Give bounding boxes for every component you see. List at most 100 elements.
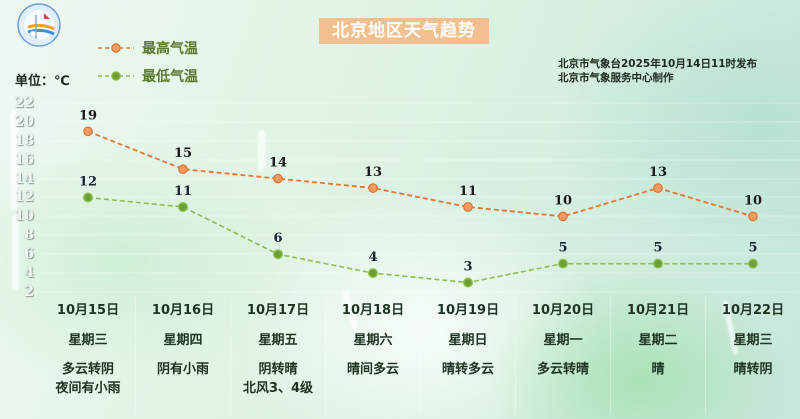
background-light-streak: [258, 130, 265, 170]
high-temp-point: [748, 211, 758, 222]
high-temp-label: 15: [174, 146, 192, 161]
weather-line: 多云转阴: [61, 362, 114, 377]
high-temp-point: [178, 164, 188, 174]
y-tick: 14: [14, 171, 34, 187]
y-tick: 20: [14, 114, 34, 130]
low-temp-label: 12: [79, 175, 97, 190]
high-temp-point: [83, 126, 93, 137]
high-temp-point: [558, 211, 568, 222]
day-weather: 晴转多云: [421, 360, 516, 379]
low-temp-point: [653, 258, 664, 269]
low-temp-point: [82, 192, 93, 203]
legend-item-high: 最高气温: [98, 38, 198, 58]
weather-line: 阴有小雨: [156, 362, 209, 377]
producer-text: 北京市气象服务中心制作: [558, 72, 674, 84]
weather-line: 多云转晴: [536, 362, 589, 377]
high-temp-point: [463, 202, 473, 212]
low-temp-point: [368, 268, 379, 279]
high-temp-line: [87, 130, 754, 218]
day-weather: 多云转阴 夜间有小雨: [41, 360, 136, 398]
page-title: 北京地区天气趋势: [319, 18, 489, 44]
legend-item-low: 最低气温: [98, 66, 198, 86]
low-temp-label: 3: [463, 260, 472, 275]
y-tick: 6: [24, 246, 34, 262]
weather-line: 晴: [651, 362, 665, 377]
high-temp-label: 19: [79, 108, 97, 123]
day-date: 10月15日: [56, 303, 120, 318]
day-date: 10月20日: [531, 303, 595, 318]
background-light-streak: [10, 110, 18, 210]
low-temp-point: [273, 249, 284, 260]
background-light-streak: [12, 215, 19, 290]
day-date: 10月21日: [626, 303, 690, 318]
high-temp-point: [368, 183, 378, 193]
column-divider: [515, 296, 516, 414]
column-divider: [325, 296, 326, 414]
legend-low-marker-icon: [98, 71, 134, 81]
low-temp-label: 4: [368, 250, 377, 265]
column-divider: [135, 296, 136, 414]
day-date: 10月18日: [341, 303, 405, 318]
legend-low-label: 最低气温: [142, 69, 198, 85]
low-temp-point: [748, 258, 759, 269]
day-weekday: 星期四: [163, 333, 203, 348]
y-tick: 4: [24, 265, 34, 281]
day-date: 10月19日: [436, 303, 500, 318]
forecast-day-column: 10月20日 星期一多云转晴: [516, 300, 611, 379]
forecast-day-column: 10月22日 星期三晴转阴: [706, 300, 800, 379]
low-temp-label: 5: [558, 241, 567, 256]
high-temp-point: [653, 183, 663, 193]
day-date: 10月17日: [246, 303, 310, 318]
weather-line: 夜间有小雨: [55, 381, 121, 396]
y-tick: 8: [24, 227, 34, 243]
high-temp-label: 13: [364, 165, 382, 180]
y-tick: 18: [14, 133, 34, 149]
day-weekday: 星期三: [733, 333, 773, 348]
publish-time-text: 北京市气象台2025年10月14日11时发布: [558, 58, 758, 70]
grid-lines: [40, 102, 800, 293]
forecast-day-column: 10月17日 星期五阴转晴 北风3、4级: [231, 300, 326, 398]
low-temp-label: 6: [273, 231, 282, 246]
weather-line: 北风3、4级: [242, 381, 314, 396]
y-tick: 16: [14, 152, 34, 168]
day-weekday: 星期二: [638, 333, 678, 348]
day-date: 10月16日: [151, 303, 215, 318]
forecast-day-column: 10月18日 星期六 晴间多云: [326, 300, 421, 379]
column-divider: [705, 296, 706, 414]
day-weather: 晴间多云: [326, 360, 421, 379]
day-weather: 晴: [611, 360, 706, 379]
low-temp-label: 5: [748, 241, 757, 256]
day-weekday: 星期五: [258, 333, 298, 348]
high-temp-label: 11: [459, 184, 477, 199]
high-temp-label: 13: [649, 165, 667, 180]
legend-high-marker-icon: [98, 43, 134, 53]
publisher-info: 北京市气象台2025年10月14日11时发布 北京市气象服务中心制作: [558, 57, 757, 85]
temperature-line-chart: 19 15 14 13 11 10 13 10 12 11 6 4 3 5 5 5: [40, 102, 800, 293]
high-temp-label: 14: [269, 156, 287, 171]
y-tick: 12: [14, 189, 34, 205]
day-weather: 多云转晴: [516, 360, 611, 379]
day-weather: 阴转晴 北风3、4级: [231, 360, 326, 398]
low-temp-label: 5: [653, 241, 662, 256]
legend-high-label: 最高气温: [142, 41, 198, 57]
unit-label: 单位：℃: [15, 74, 70, 89]
day-weekday: 星期三: [68, 333, 108, 348]
meteorological-service-logo: [14, 3, 64, 47]
day-weekday: 星期日: [448, 333, 488, 348]
low-temp-line: [87, 196, 753, 284]
low-temp-point: [463, 277, 474, 288]
day-weather: 晴转阴: [706, 360, 800, 379]
low-temp-label: 11: [174, 184, 192, 199]
weather-line: 晴转多云: [441, 362, 494, 377]
day-weekday: 星期一: [543, 333, 583, 348]
forecast-day-column: 10月21日 星期二晴: [611, 300, 706, 379]
forecast-day-column: 10月16日 星期四阴有小雨: [136, 300, 231, 379]
column-divider: [420, 296, 421, 414]
day-date: 10月22日: [721, 303, 785, 318]
low-temp-point: [177, 201, 188, 212]
forecast-day-column: 10月15日 星期三多云转阴夜间有小雨: [41, 300, 136, 398]
y-tick: 10: [14, 208, 34, 224]
high-temp-point: [273, 173, 283, 184]
weather-line: 晴间多云: [346, 362, 399, 377]
weather-line: 晴转阴: [733, 362, 773, 377]
